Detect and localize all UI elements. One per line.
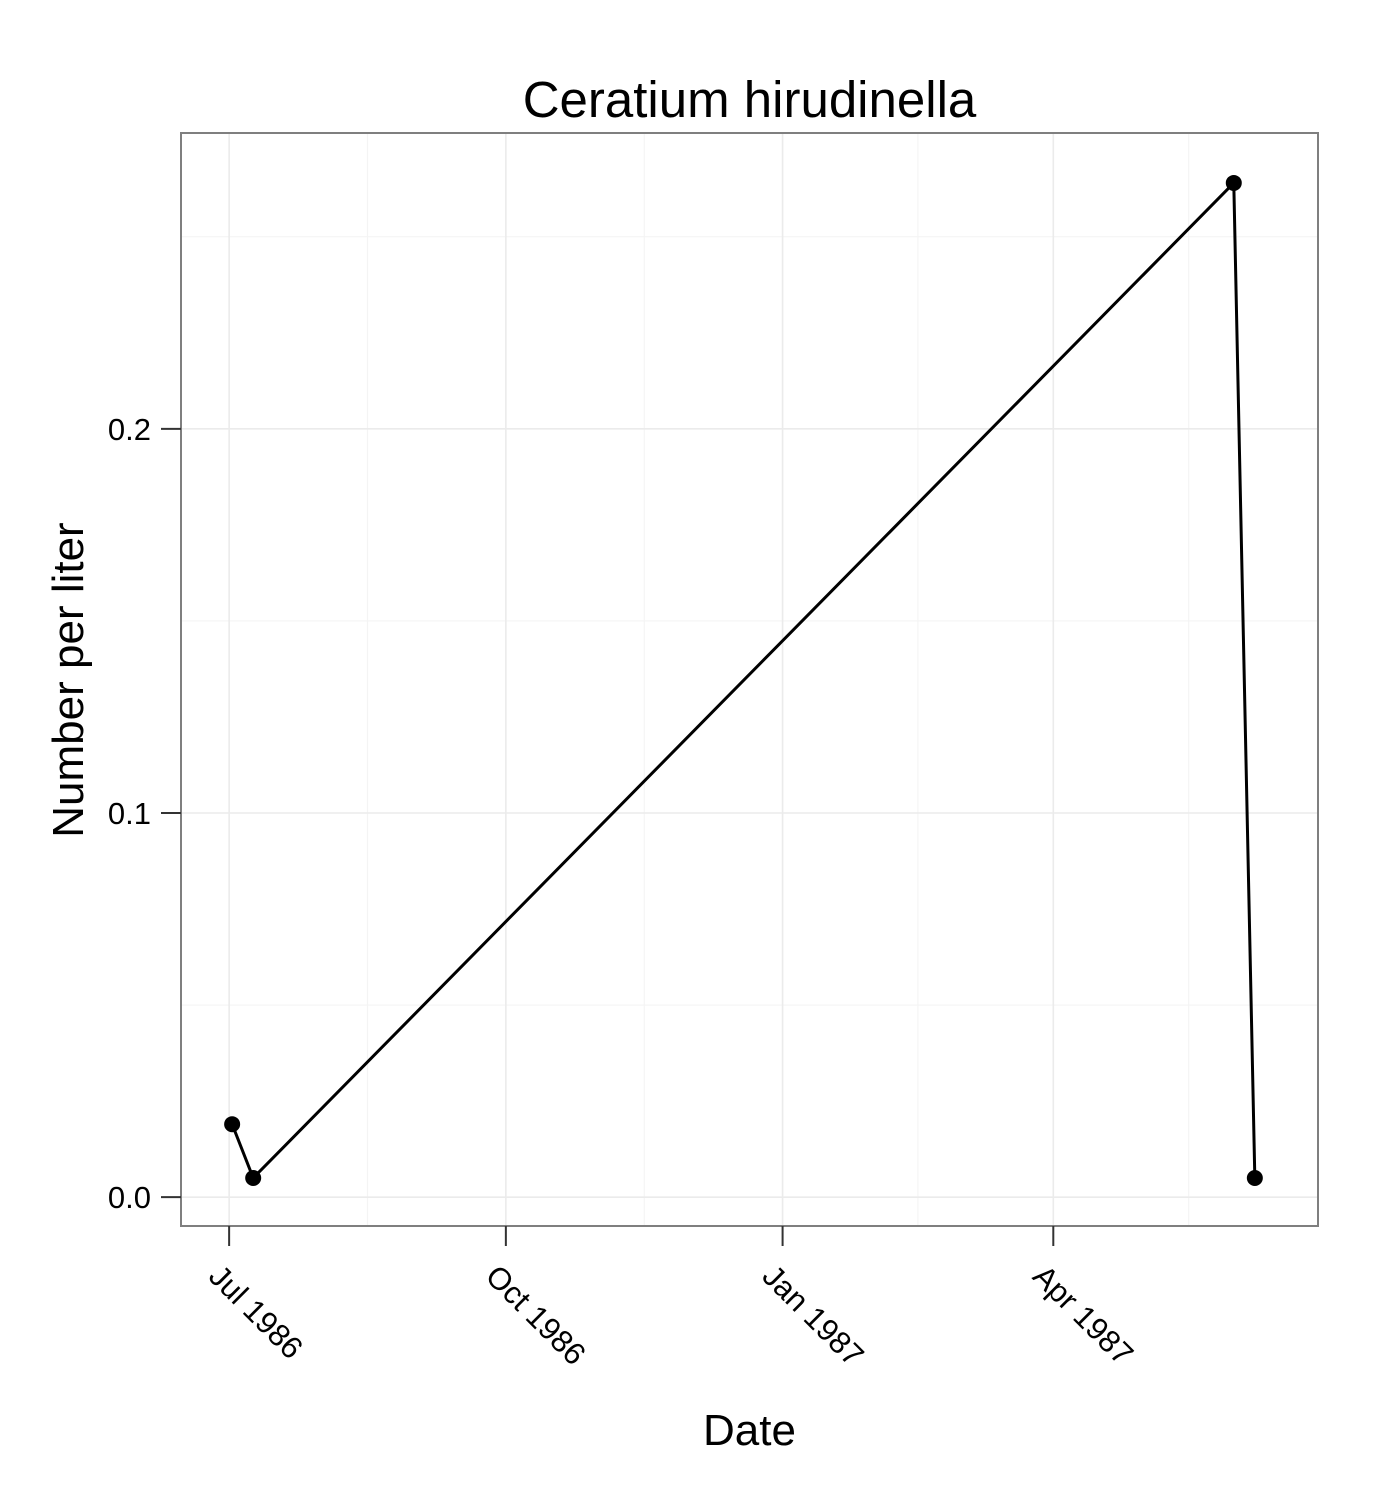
x-tick-label: Jan 1987 xyxy=(756,1258,871,1373)
x-tick-label: Oct 1986 xyxy=(479,1258,593,1372)
x-tick-label: Apr 1987 xyxy=(1026,1258,1140,1372)
series-line xyxy=(230,181,1257,1180)
x-tick-label: Jul 1986 xyxy=(202,1258,310,1366)
plot-background xyxy=(180,132,1319,1227)
data-point xyxy=(1246,1169,1263,1186)
y-tick-label: 0.1 xyxy=(108,796,151,831)
data-point xyxy=(1225,174,1242,191)
data-point xyxy=(245,1169,262,1186)
y-axis-title: Number per liter xyxy=(44,522,93,837)
y-tick-label: 0.0 xyxy=(108,1180,151,1215)
series-layer xyxy=(224,174,1263,1186)
plot-border xyxy=(180,132,1319,1227)
grid xyxy=(181,133,1318,1226)
y-tick-label: 0.2 xyxy=(108,412,151,447)
chart-title: Ceratium hirudinella xyxy=(523,71,977,128)
data-point xyxy=(224,1116,241,1133)
x-axis-title: Date xyxy=(703,1406,796,1455)
